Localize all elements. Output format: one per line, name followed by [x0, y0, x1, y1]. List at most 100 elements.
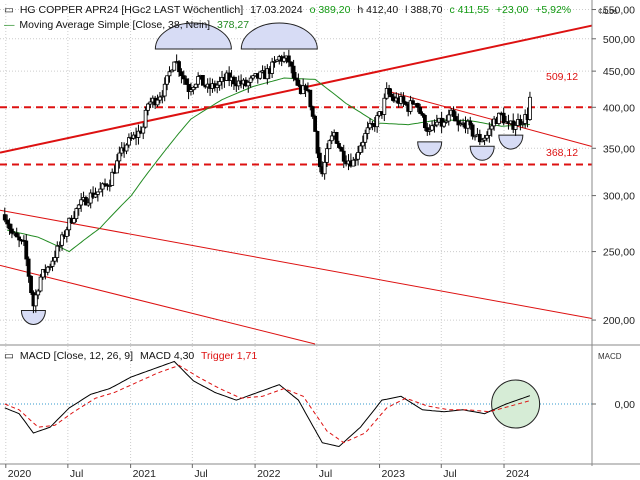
highlight-top: [240, 22, 318, 50]
candle-body: [497, 112, 501, 125]
candle-body: [258, 71, 263, 79]
candle-body: [291, 65, 296, 79]
candle-body: [317, 152, 322, 168]
candle-body: [57, 244, 62, 247]
candle-body: [482, 137, 487, 141]
candle-body: [76, 204, 81, 209]
candle-body: [248, 77, 253, 83]
candle-body: [103, 183, 107, 186]
support-resistance-levels: [0, 106, 592, 166]
candle-body: [286, 55, 291, 63]
header-close: c 411,55: [449, 4, 489, 16]
candle-body: [2, 214, 7, 221]
candle-body: [296, 79, 301, 86]
collapse-icon[interactable]: ▭: [4, 4, 14, 16]
candle-body: [141, 126, 146, 134]
ma-legend-swatch: —: [4, 19, 15, 31]
candle-body: [489, 125, 494, 130]
candle-body: [48, 266, 53, 268]
trendline: [0, 24, 593, 154]
candle-body: [477, 133, 482, 143]
candle-body: [67, 217, 72, 231]
candle-body: [418, 106, 423, 114]
candle-body: [24, 240, 29, 260]
candle-body: [401, 96, 406, 103]
trendline: [386, 90, 593, 148]
candle-body: [86, 202, 91, 206]
candle-body: [432, 124, 437, 127]
candle-body: [146, 103, 150, 111]
candle-body: [430, 125, 434, 131]
candle-body: [272, 61, 277, 63]
ma-legend-value: 378,27: [217, 19, 249, 31]
candle-body: [358, 145, 363, 153]
candle-body: [50, 260, 55, 267]
candle-body: [193, 83, 198, 88]
macd-y-axis-ticks: 0,00: [592, 399, 635, 411]
candle-body: [315, 131, 320, 154]
price-y-axis-ticks: 550,00 500,00 450,00 400,00 350,00 300,00 250,…: [592, 5, 635, 327]
header-date: 17.03.2024: [250, 4, 303, 16]
candle-body: [282, 57, 286, 62]
macd-collapse-icon[interactable]: ▭: [4, 350, 14, 362]
candle-body: [251, 75, 255, 79]
candle-body: [470, 124, 475, 137]
candle-body: [7, 223, 12, 230]
candle-body: [74, 208, 79, 220]
x-tick-label: Jul: [443, 468, 456, 480]
candle-body: [375, 115, 380, 128]
header-low: l 388,70: [405, 4, 443, 16]
header-line: ▭ HG COPPER APR24 [HGc2 LAST Wöchentlich…: [4, 4, 571, 16]
candle-body: [387, 88, 391, 95]
candle-body: [427, 129, 432, 132]
candle-body: [100, 183, 105, 190]
candle-body: [368, 123, 372, 129]
candle-body: [155, 99, 160, 106]
ma-legend: — Moving Average Simple [Close, 38, Nein…: [4, 19, 249, 31]
candle-body: [26, 258, 31, 277]
candle-body: [456, 120, 461, 126]
price-tick-label: 300,00: [603, 191, 635, 203]
candle-body: [289, 61, 294, 67]
candle-body: [389, 93, 394, 98]
candle-body: [403, 101, 408, 105]
candle-body: [365, 127, 370, 134]
candle-body: [215, 84, 220, 89]
candle-body: [308, 89, 313, 108]
trendline: [0, 209, 593, 320]
candle-body: [313, 115, 317, 132]
candle-body: [353, 158, 358, 161]
highlight-top: [154, 22, 232, 50]
candle-body: [520, 123, 525, 125]
candle-body: [485, 134, 489, 139]
candle-body: [415, 103, 420, 108]
candle-body: [294, 77, 298, 81]
candle-body: [480, 139, 485, 143]
candle-body: [14, 232, 19, 238]
candle-body: [325, 148, 329, 163]
header-change: +23,00: [496, 4, 529, 16]
candle-body: [217, 81, 222, 86]
candle-body: [165, 75, 169, 85]
highlight-bottom: [417, 141, 443, 157]
candle-body: [148, 101, 153, 105]
candle-body: [454, 116, 458, 122]
candle-body: [45, 266, 50, 273]
candle-body: [363, 133, 368, 143]
candle-body: [72, 218, 76, 224]
candle-body: [158, 96, 162, 101]
candle-body: [303, 85, 308, 91]
axes: [0, 0, 640, 466]
candle-body: [162, 83, 167, 97]
candle-body: [339, 147, 344, 152]
candle-body: [143, 109, 148, 128]
candle-body: [115, 160, 119, 174]
candle-body: [186, 84, 191, 92]
candle-body: [98, 188, 103, 193]
macd-tick-label: 0,00: [615, 399, 636, 411]
candle-body: [88, 192, 93, 204]
highlight-bottom: [20, 309, 46, 325]
candle-body: [518, 119, 523, 125]
candle-body: [10, 228, 14, 234]
